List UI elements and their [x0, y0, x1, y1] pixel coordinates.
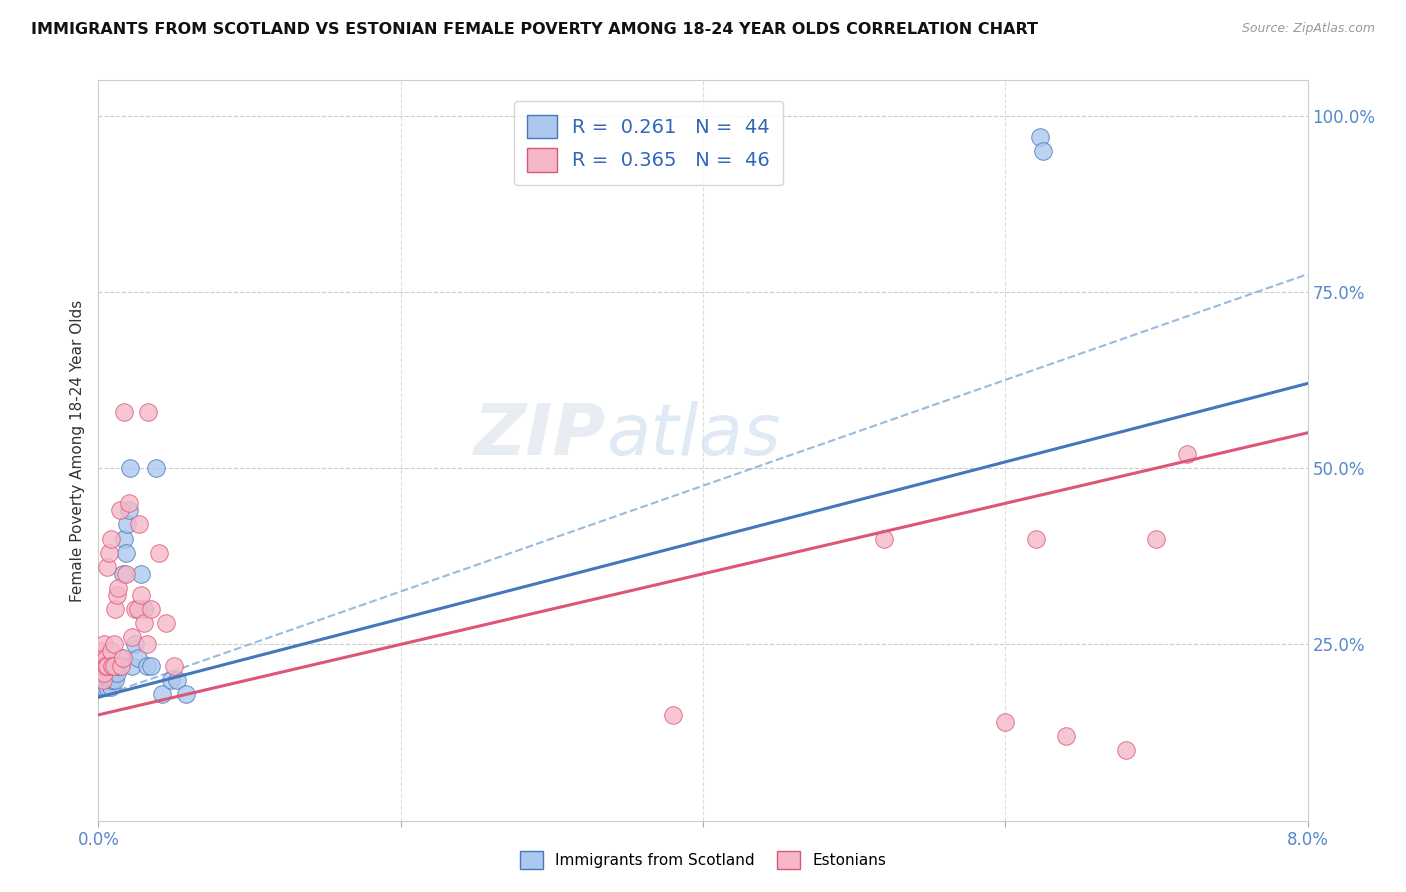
Y-axis label: Female Poverty Among 18-24 Year Olds: Female Poverty Among 18-24 Year Olds [69, 300, 84, 601]
Point [91, 658, 114, 673]
Point [132, 602, 155, 616]
Point [120, 461, 142, 475]
Point [103, 665, 125, 680]
Point [110, 658, 132, 673]
Point [163, 658, 186, 673]
Point [103, 658, 125, 673]
Point [1115, 743, 1137, 757]
Point [98, 673, 121, 687]
Point [94, 658, 117, 673]
Point [108, 658, 131, 673]
Point [104, 673, 127, 687]
Point [103, 658, 125, 673]
Point [148, 546, 170, 560]
Point [101, 658, 124, 673]
Point [96, 680, 118, 694]
Point [124, 602, 146, 616]
Point [141, 658, 163, 673]
Point [1175, 447, 1198, 461]
Point [107, 658, 129, 673]
Point [114, 546, 136, 560]
Point [132, 616, 155, 631]
Point [121, 658, 143, 673]
Point [111, 651, 134, 665]
Point [90, 680, 112, 694]
Point [1025, 532, 1047, 546]
Point [96, 559, 118, 574]
Point [98, 665, 121, 680]
Point [91, 665, 114, 680]
Point [121, 630, 143, 644]
Point [111, 566, 134, 581]
Point [145, 461, 167, 475]
Point [112, 405, 135, 419]
Point [96, 673, 118, 687]
Point [105, 665, 128, 680]
Point [114, 566, 136, 581]
Point [873, 532, 896, 546]
Point [150, 687, 173, 701]
Point [90, 665, 112, 680]
Point [1029, 129, 1052, 144]
Point [107, 581, 129, 595]
Point [100, 532, 122, 546]
Point [129, 588, 152, 602]
Point [93, 673, 115, 687]
Point [1146, 532, 1168, 546]
Point [135, 637, 157, 651]
Text: atlas: atlas [606, 401, 780, 470]
Point [89, 644, 111, 658]
Point [98, 546, 121, 560]
Point [155, 616, 177, 631]
Point [141, 602, 163, 616]
Point [135, 658, 157, 673]
Point [89, 673, 111, 687]
Point [94, 651, 117, 665]
Legend: Immigrants from Scotland, Estonians: Immigrants from Scotland, Estonians [513, 845, 893, 875]
Point [101, 673, 124, 687]
Point [136, 405, 159, 419]
Point [90, 651, 112, 665]
Point [1032, 144, 1054, 158]
Point [94, 658, 117, 673]
Point [166, 673, 188, 687]
Point [127, 651, 149, 665]
Point [1054, 729, 1077, 743]
Point [128, 517, 150, 532]
Text: ZIP: ZIP [474, 401, 606, 470]
Point [108, 503, 131, 517]
Point [118, 503, 141, 517]
Point [103, 637, 125, 651]
Point [101, 658, 124, 673]
Point [112, 532, 135, 546]
Legend: R =  0.261   N =  44, R =  0.365   N =  46: R = 0.261 N = 44, R = 0.365 N = 46 [513, 101, 783, 186]
Point [93, 637, 115, 651]
Point [661, 707, 683, 722]
Text: Source: ZipAtlas.com: Source: ZipAtlas.com [1241, 22, 1375, 36]
Point [160, 673, 183, 687]
Point [93, 665, 115, 680]
Point [129, 566, 152, 581]
Point [93, 680, 115, 694]
Point [100, 665, 122, 680]
Point [174, 687, 197, 701]
Point [994, 714, 1017, 729]
Text: IMMIGRANTS FROM SCOTLAND VS ESTONIAN FEMALE POVERTY AMONG 18-24 YEAR OLDS CORREL: IMMIGRANTS FROM SCOTLAND VS ESTONIAN FEM… [31, 22, 1038, 37]
Point [91, 673, 114, 687]
Point [127, 602, 149, 616]
Point [100, 644, 122, 658]
Point [105, 588, 128, 602]
Point [100, 680, 122, 694]
Point [115, 517, 138, 532]
Point [124, 637, 146, 651]
Point [104, 602, 127, 616]
Point [96, 658, 118, 673]
Point [94, 665, 117, 680]
Point [91, 673, 114, 687]
Point [118, 496, 141, 510]
Point [110, 651, 132, 665]
Point [90, 658, 112, 673]
